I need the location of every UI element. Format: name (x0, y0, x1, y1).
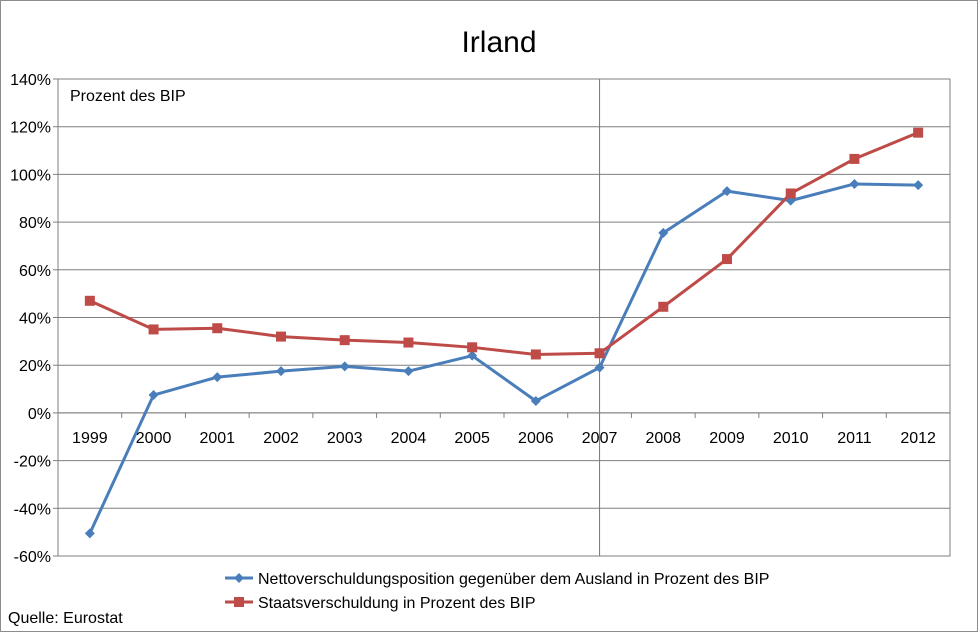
data-point (722, 254, 732, 265)
legend-marker-staat (234, 597, 244, 607)
data-point (276, 366, 286, 377)
series-line (88, 182, 919, 534)
x-tick-label: 2004 (391, 430, 427, 447)
y-tick-label: 80% (19, 215, 51, 232)
data-point (339, 361, 350, 372)
legend-marker-netto (234, 573, 244, 583)
x-tick-label: 2011 (837, 430, 872, 447)
data-point (913, 180, 924, 191)
data-point (84, 295, 95, 306)
data-point (594, 362, 605, 373)
data-point (594, 348, 605, 359)
x-tick-label: 2005 (454, 430, 490, 447)
unit-label: Prozent des BIP (70, 88, 186, 105)
x-tick-label: 2003 (327, 430, 363, 447)
series-staat (84, 127, 924, 360)
y-tick-label: -60% (14, 549, 51, 566)
legend: Nettoverschuldungsposition gegenüber dem… (225, 571, 769, 612)
y-tick-label: 60% (19, 263, 51, 280)
series-netto (84, 178, 924, 539)
data-point (467, 350, 478, 361)
data-point (148, 324, 159, 335)
source-note: Quelle: Eurostat (8, 610, 123, 627)
data-point (212, 372, 223, 383)
x-tick-label: 2001 (199, 430, 235, 447)
data-point (913, 127, 924, 138)
x-tick-label: 2002 (263, 430, 299, 447)
data-point (403, 337, 414, 348)
y-tick-label: 40% (19, 311, 51, 328)
y-tick-label: 100% (10, 167, 51, 184)
x-tick-label: 2012 (900, 430, 936, 447)
x-tick-label: 2009 (709, 430, 745, 447)
y-tick-label: 120% (10, 120, 51, 137)
data-point (212, 323, 223, 334)
x-tick-label: 2007 (582, 430, 618, 447)
legend-label-staat: Staatsverschuldung in Prozent des BIP (258, 595, 536, 612)
x-tick-label: 1999 (72, 430, 108, 447)
y-tick-label: 0% (28, 406, 51, 423)
data-point (849, 153, 860, 164)
y-tick-label: 140% (10, 72, 51, 89)
x-tick-label: 2000 (136, 430, 172, 447)
legend-item-staat: Staatsverschuldung in Prozent des BIP (225, 595, 536, 612)
data-point (276, 331, 286, 342)
data-point (722, 186, 732, 197)
data-point (84, 528, 95, 539)
x-tick-label: 2006 (518, 430, 554, 447)
data-point (403, 366, 414, 377)
data-point (658, 227, 669, 238)
data-point (467, 342, 478, 353)
data-point (658, 301, 669, 312)
y-tick-label: -20% (14, 454, 51, 471)
data-point (148, 390, 159, 401)
chart-title: Irland (461, 26, 536, 59)
y-tick-label: -40% (14, 501, 51, 518)
legend-item-netto: Nettoverschuldungsposition gegenüber dem… (225, 571, 769, 588)
y-tick-label: 20% (19, 358, 51, 375)
data-point (339, 335, 350, 346)
x-tick-label: 2008 (645, 430, 681, 447)
data-point (849, 178, 860, 189)
series-line (89, 131, 919, 356)
data-point (530, 349, 541, 360)
data-point (785, 188, 796, 199)
axes: -60% -40% -20% 0% 20% 40% 60% 80% 100% 120% 140% 19… (10, 72, 951, 566)
x-tick-label: 2010 (773, 430, 809, 447)
data-point (530, 395, 541, 406)
series (84, 127, 924, 539)
legend-label-netto: Nettoverschuldungsposition gegenüber dem… (258, 571, 769, 588)
